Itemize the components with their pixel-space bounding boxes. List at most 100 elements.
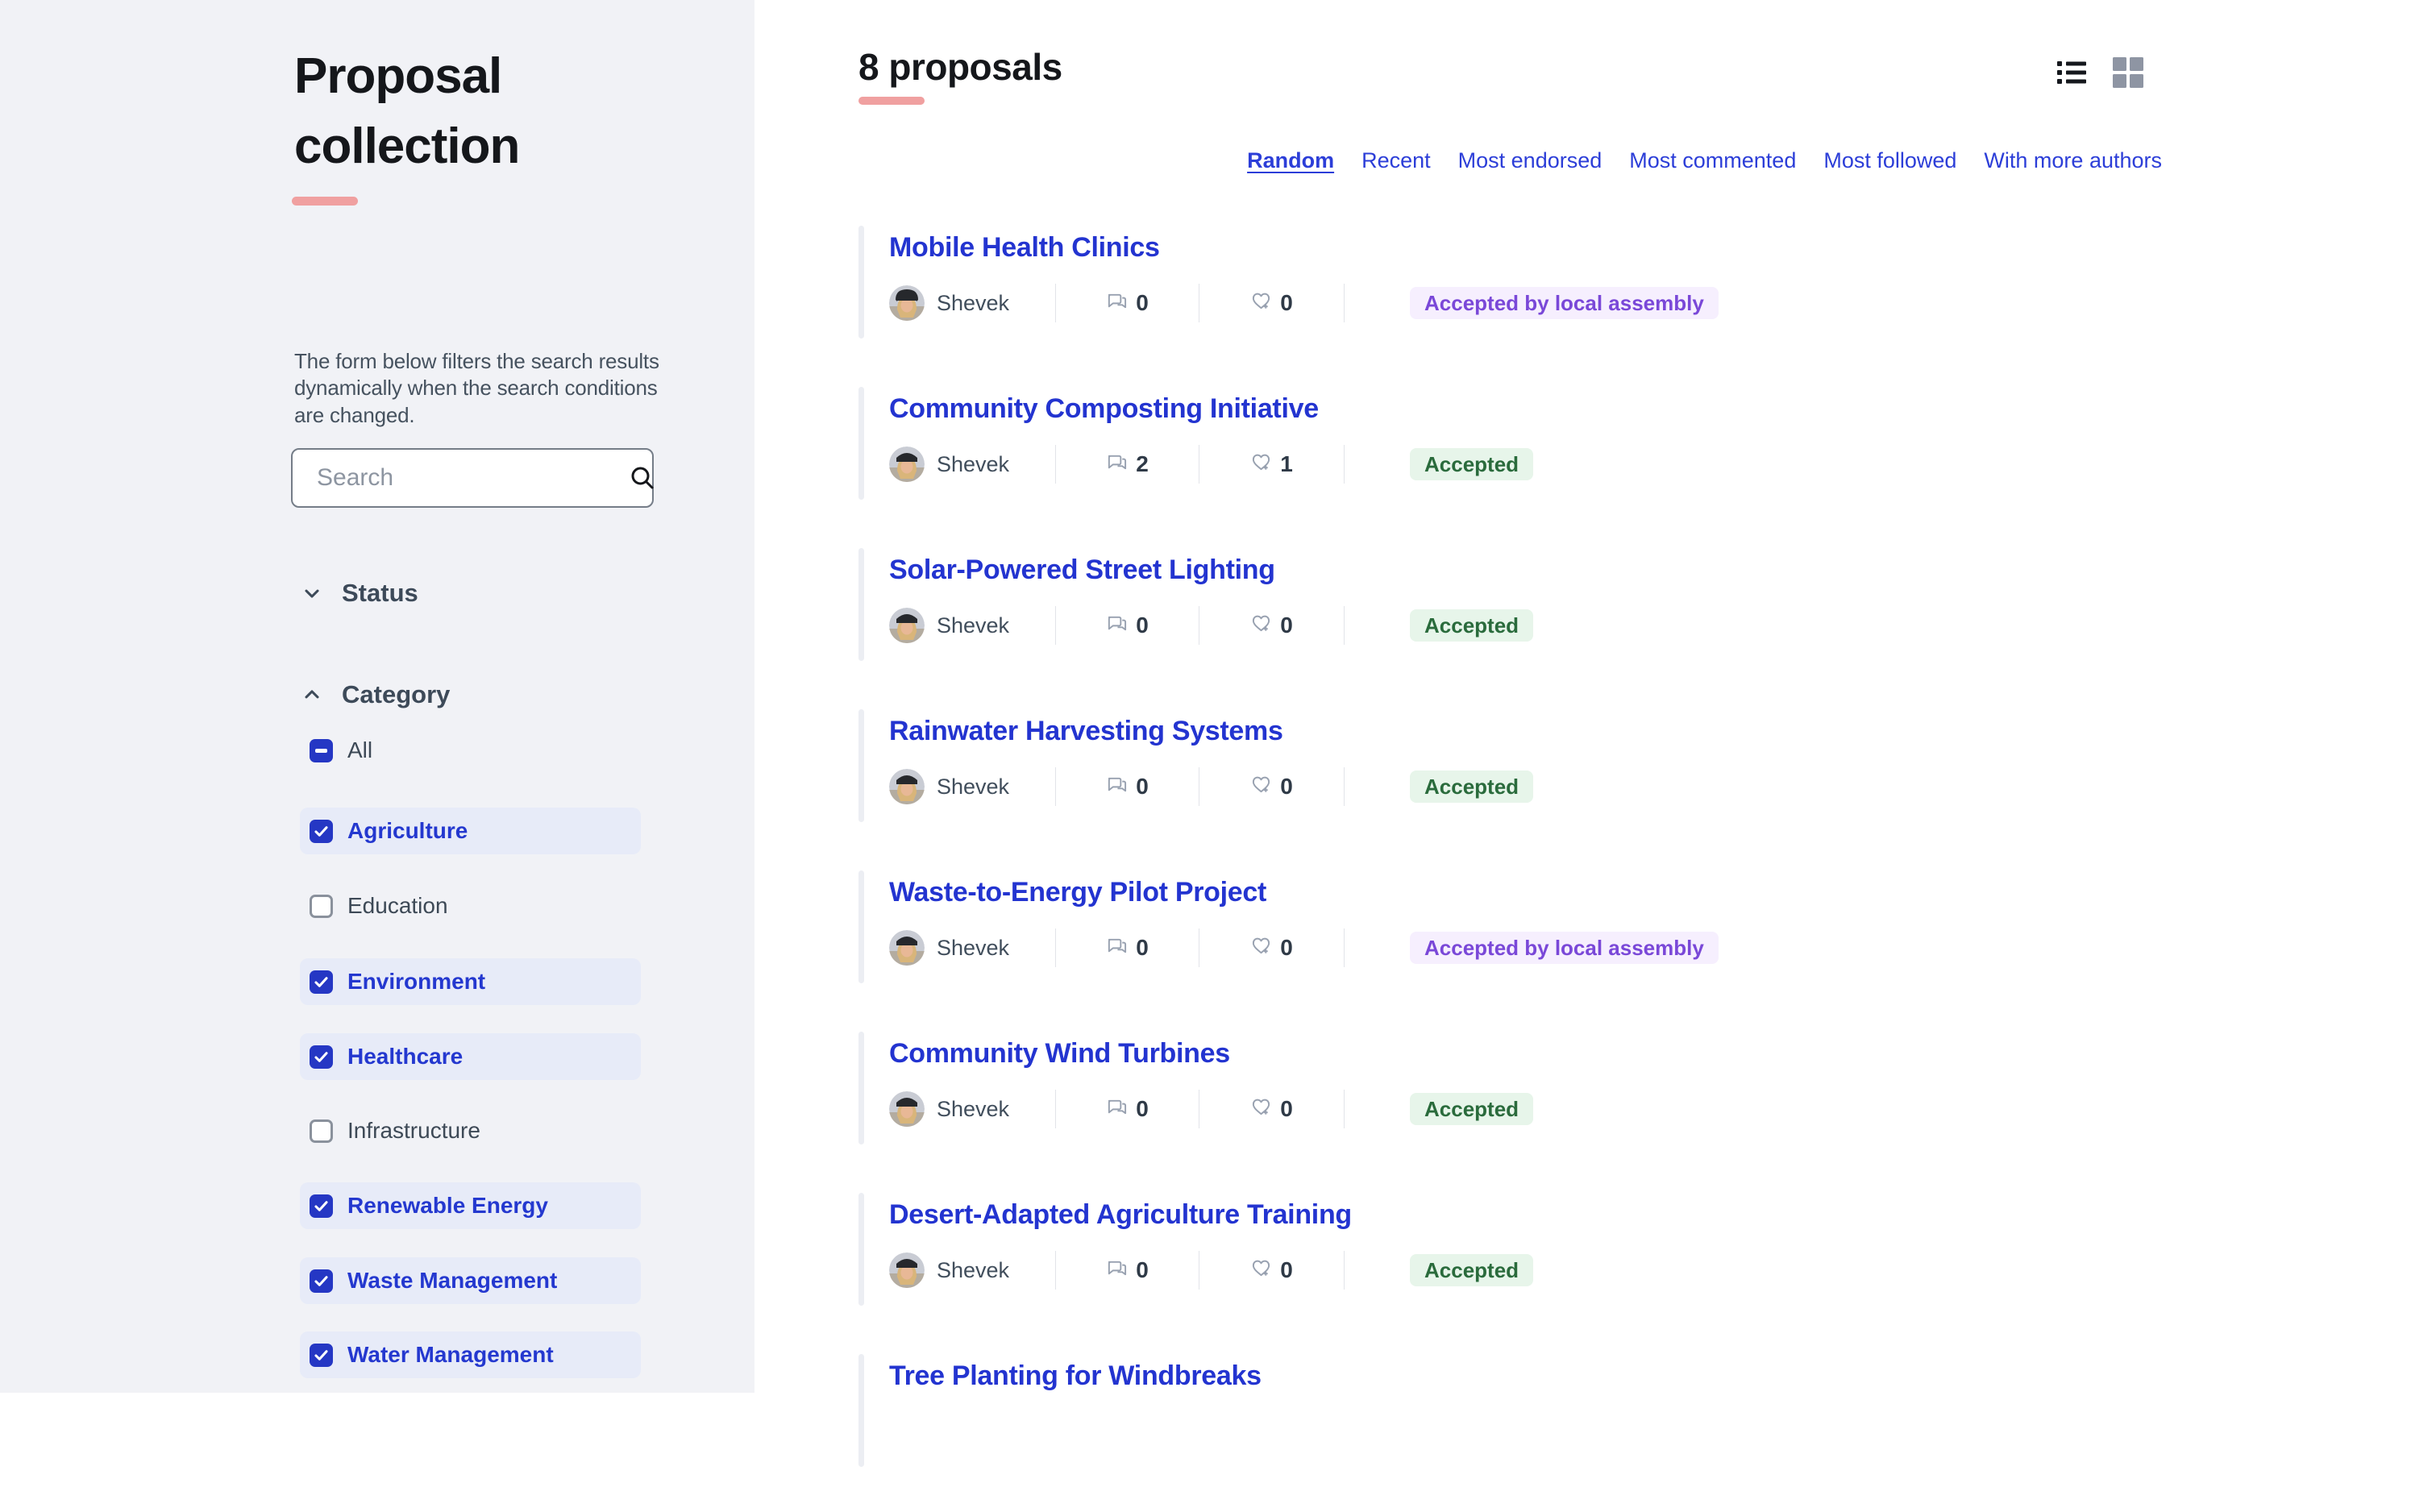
list-view-icon[interactable] [2057, 58, 2086, 91]
category-option-infrastructure[interactable]: Infrastructure [300, 1107, 641, 1154]
proposal-title-link[interactable]: Waste-to-Energy Pilot Project [889, 877, 1266, 908]
checkbox-unchecked[interactable] [310, 1119, 333, 1143]
category-option-renewable-energy[interactable]: Renewable Energy [300, 1182, 641, 1229]
filter-section-label: Status [342, 579, 418, 607]
meta-divider [1344, 284, 1345, 322]
author-avatar[interactable] [889, 930, 925, 966]
results-count-title: 8 proposals [858, 46, 1062, 88]
proposal-title-link[interactable]: Solar-Powered Street Lighting [889, 555, 1275, 585]
proposal-card: Community Composting Initiative Shevek [858, 384, 2229, 545]
proposal-card: Community Wind Turbines Shevek [858, 1028, 2229, 1190]
author-name[interactable]: Shevek [937, 451, 1010, 476]
endorsements-heart-plus-icon [1250, 613, 1272, 638]
author-avatar[interactable] [889, 608, 925, 643]
sort-option-recent[interactable]: Recent [1361, 148, 1431, 172]
proposal-title-link[interactable]: Tree Planting for Windbreaks [889, 1360, 1262, 1391]
proposal-title-link[interactable]: Community Composting Initiative [889, 393, 1319, 424]
comments-count: 0 [1136, 290, 1149, 315]
author-name[interactable]: Shevek [937, 774, 1010, 799]
sort-option-random[interactable]: Random [1247, 148, 1335, 172]
author-name[interactable]: Shevek [937, 1257, 1010, 1282]
filter-description: The form below filters the search result… [294, 349, 659, 427]
proposal-meta: Shevek 0 0 [889, 1086, 1534, 1132]
author-name[interactable]: Shevek [937, 1096, 1010, 1121]
proposal-title-link[interactable]: Community Wind Turbines [889, 1038, 1230, 1069]
checkbox-checked[interactable] [310, 1045, 333, 1069]
proposal-title-link[interactable]: Desert-Adapted Agriculture Training [889, 1199, 1352, 1230]
comments-count: 0 [1136, 1257, 1149, 1282]
proposal-meta: Shevek 0 0 [889, 763, 1534, 810]
author-name[interactable]: Shevek [937, 613, 1010, 638]
proposal-meta: Shevek 2 1 [889, 441, 1534, 488]
category-option-agriculture[interactable]: Agriculture [300, 808, 641, 854]
grid-view-icon[interactable] [2112, 56, 2144, 93]
comments-count: 0 [1136, 1096, 1149, 1121]
card-accent-bar [858, 1354, 864, 1467]
category-option-environment[interactable]: Environment [300, 958, 641, 1005]
proposal-card: Waste-to-Energy Pilot Project Shevek [858, 867, 2229, 1028]
meta-divider [1055, 767, 1056, 806]
endorsements-heart-plus-icon [1250, 935, 1272, 961]
category-label: Waste Management [347, 1268, 558, 1293]
category-option-all[interactable]: All [300, 727, 641, 774]
proposal-title-link[interactable]: Rainwater Harvesting Systems [889, 716, 1283, 746]
comments-icon [1106, 935, 1128, 961]
author-avatar[interactable] [889, 447, 925, 482]
endorsements-count: 0 [1280, 1096, 1293, 1121]
status-badge: Accepted [1410, 448, 1534, 480]
checkbox-checked[interactable] [310, 1269, 333, 1293]
status-badge: Accepted [1410, 1254, 1534, 1286]
author-avatar[interactable] [889, 1091, 925, 1127]
category-label: All [347, 737, 373, 762]
category-option-waste-management[interactable]: Waste Management [300, 1257, 641, 1304]
comments-count: 0 [1136, 613, 1149, 638]
checkbox-checked[interactable] [310, 1194, 333, 1218]
checkbox-checked[interactable] [310, 1343, 333, 1367]
comments-icon [1106, 1257, 1128, 1283]
endorsements-heart-plus-icon [1250, 290, 1272, 316]
category-option-education[interactable]: Education [300, 883, 641, 929]
endorsements-count: 1 [1280, 451, 1293, 476]
filter-section-label: Category [342, 680, 451, 708]
meta-divider [1055, 928, 1056, 967]
endorsements-count: 0 [1280, 290, 1293, 315]
checkbox-checked[interactable] [310, 970, 333, 994]
meta-divider [1055, 606, 1056, 645]
author-avatar[interactable] [889, 769, 925, 804]
proposal-card: Desert-Adapted Agriculture Training Shev… [858, 1190, 2229, 1351]
meta-divider [1055, 445, 1056, 484]
checkbox-unchecked[interactable] [310, 894, 333, 918]
checkbox-indeterminate[interactable] [310, 738, 333, 762]
author-avatar[interactable] [889, 285, 925, 321]
category-option-water-management[interactable]: Water Management [300, 1331, 641, 1378]
card-accent-bar [858, 1193, 864, 1306]
endorsements-heart-plus-icon [1250, 451, 1272, 477]
filter-sidebar: Proposal collection The form below filte… [0, 0, 754, 1393]
filter-section-category[interactable]: Category [300, 674, 450, 716]
meta-divider [1344, 445, 1345, 484]
sort-option-most-commented[interactable]: Most commented [1629, 148, 1797, 172]
filter-section-status[interactable]: Status [300, 572, 418, 614]
search-input[interactable] [317, 464, 628, 492]
endorsements-count: 0 [1280, 1257, 1293, 1282]
sort-option-most-followed[interactable]: Most followed [1823, 148, 1957, 172]
category-option-healthcare[interactable]: Healthcare [300, 1033, 641, 1080]
proposal-title-link[interactable]: Mobile Health Clinics [889, 232, 1160, 263]
meta-divider [1055, 1090, 1056, 1128]
author-name[interactable]: Shevek [937, 290, 1010, 315]
proposal-card: Rainwater Harvesting Systems Shevek [858, 706, 2229, 867]
category-label: Agriculture [347, 818, 468, 843]
search-box [291, 448, 654, 508]
sort-option-most-endorsed[interactable]: Most endorsed [1457, 148, 1603, 172]
comments-icon [1106, 290, 1128, 316]
sort-options: Random Recent Most endorsed Most comment… [1247, 148, 2162, 173]
view-toggles [2057, 56, 2162, 93]
proposal-meta: Shevek 0 0 [889, 1247, 1534, 1294]
author-avatar[interactable] [889, 1252, 925, 1288]
meta-divider [1344, 606, 1345, 645]
author-name[interactable]: Shevek [937, 935, 1010, 960]
search-icon[interactable] [628, 463, 657, 492]
endorsements-count: 0 [1280, 613, 1293, 638]
sort-option-with-more-authors[interactable]: With more authors [1984, 148, 2162, 172]
checkbox-checked[interactable] [310, 819, 333, 843]
